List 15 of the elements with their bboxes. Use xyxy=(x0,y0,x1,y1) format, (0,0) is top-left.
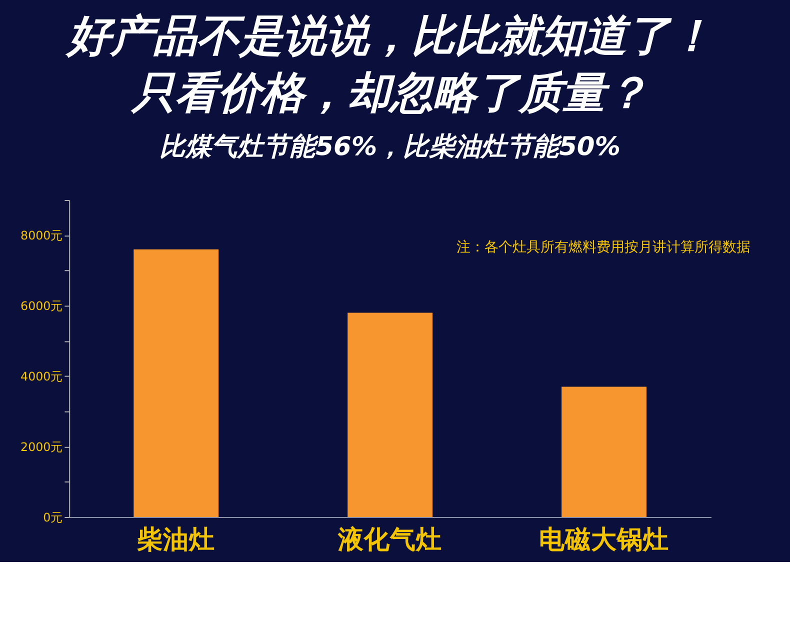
text: 只看价格，却忽略了质量？ xyxy=(132,68,648,119)
annotation: 注：各个灶具所有燃料费用按月讲计算所得数据 xyxy=(456,239,750,256)
y-tick-label: 6000元 xyxy=(20,299,63,314)
x-tick-label: 柴油灶 xyxy=(137,525,216,556)
y-tick-label: 2000元 xyxy=(20,440,63,454)
x-tick-label: 液化气灶 xyxy=(337,525,442,556)
bar xyxy=(348,312,433,518)
bar xyxy=(134,249,219,518)
y-tick-label: 8000元 xyxy=(20,228,63,243)
x-tick-label: 电磁大锅灶 xyxy=(539,525,670,556)
bar xyxy=(562,386,646,518)
y-tick-label: 0元 xyxy=(43,510,63,524)
chart-subtitle: 比煤气灶节能56%，比柴油灶节能50% xyxy=(160,132,620,162)
y-tick-label: 4000元 xyxy=(20,370,63,384)
text: 好产品不是说说，比比就知道了！ xyxy=(68,11,713,62)
